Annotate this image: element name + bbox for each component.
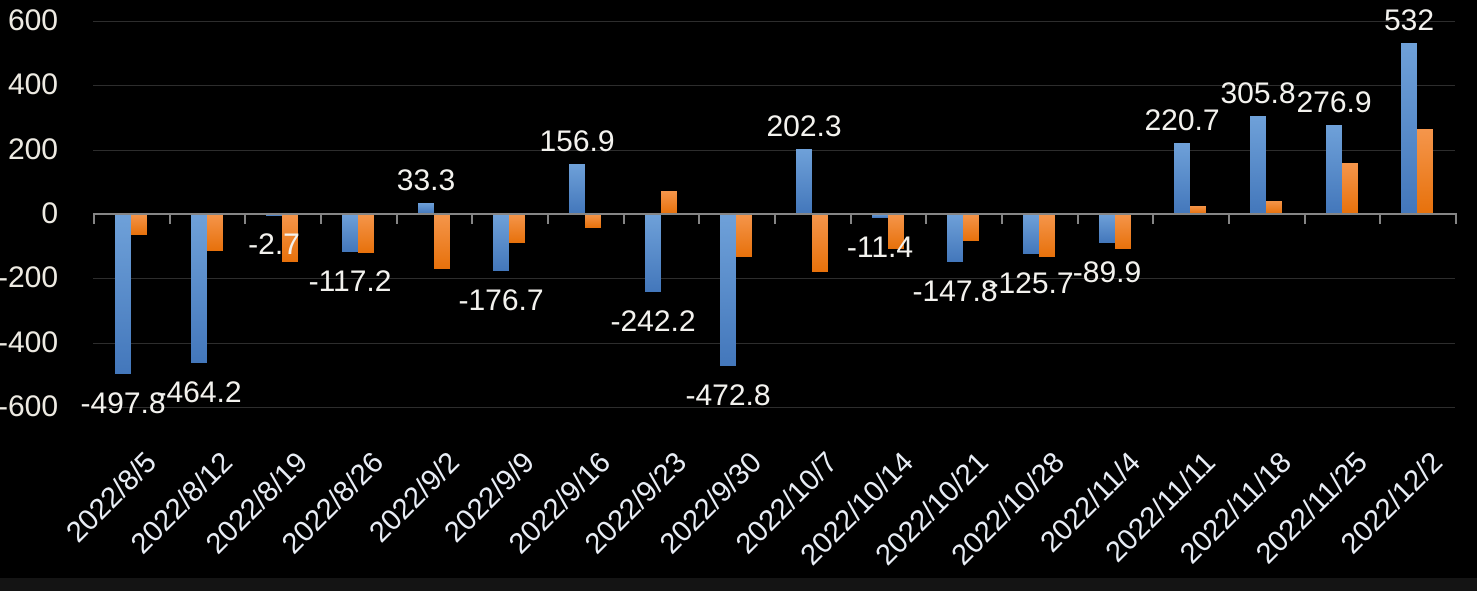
bar-blue-series-17 [1326, 125, 1342, 214]
bar-blue-series-4 [342, 214, 358, 252]
bar-blue-series-1 [115, 214, 131, 374]
axis-tick [925, 215, 927, 224]
bar-blue-series-8 [645, 214, 661, 292]
axis-tick [1379, 215, 1381, 224]
data-label: 220.7 [1144, 104, 1220, 137]
bar-orange-series-16 [1266, 201, 1282, 214]
data-label: -176.7 [458, 284, 544, 317]
bar-orange-series-9 [736, 214, 752, 257]
x-axis-line [93, 213, 1457, 215]
data-label: -2.7 [248, 228, 300, 261]
data-label: -497.8 [80, 387, 166, 420]
bar-blue-series-16 [1250, 116, 1266, 214]
bar-orange-series-5 [434, 214, 450, 269]
bar-blue-series-18 [1401, 43, 1417, 214]
gridline-600 [93, 21, 1455, 22]
axis-tick [1455, 215, 1457, 224]
axis-tick [471, 215, 473, 224]
bar-blue-series-12 [947, 214, 963, 262]
bar-blue-series-11 [872, 214, 888, 218]
y-axis-label: -200 [0, 261, 58, 294]
y-axis-label: -600 [0, 390, 58, 423]
axis-tick [1304, 215, 1306, 224]
data-label: -472.8 [685, 379, 771, 412]
axis-tick [1152, 215, 1154, 224]
data-label: 33.3 [396, 164, 456, 197]
axis-tick [547, 215, 549, 224]
gridline-400 [93, 85, 1455, 86]
bar-blue-series-7 [569, 164, 585, 214]
y-axis-label: -400 [0, 326, 58, 359]
gridline-200 [93, 150, 1455, 151]
data-label: 276.9 [1296, 86, 1372, 119]
y-axis-label: 200 [7, 133, 58, 166]
bottom-edge-strip [0, 578, 1477, 591]
data-label: 532 [1383, 4, 1435, 37]
bar-orange-series-7 [585, 214, 601, 228]
bar-orange-series-10 [812, 214, 828, 272]
x-axis-label: 2022/8/5 [60, 446, 163, 549]
bar-orange-series-2 [207, 214, 223, 251]
bar-orange-series-1 [131, 214, 147, 235]
bar-blue-series-14 [1099, 214, 1115, 243]
data-label: -242.2 [610, 305, 696, 338]
bar-orange-series-15 [1190, 206, 1206, 214]
bar-orange-series-14 [1115, 214, 1131, 249]
bar-blue-series-10 [796, 149, 812, 214]
bar-orange-series-12 [963, 214, 979, 241]
bar-orange-series-4 [358, 214, 374, 253]
bar-blue-series-13 [1023, 214, 1039, 254]
bar-blue-series-2 [191, 214, 207, 363]
data-label: 202.3 [766, 110, 842, 143]
data-label: -117.2 [308, 265, 392, 298]
bar-orange-series-6 [509, 214, 525, 243]
axis-tick [169, 215, 171, 224]
axis-tick [850, 215, 852, 224]
bar-orange-series-11 [888, 214, 904, 249]
axis-tick [396, 215, 398, 224]
gridline--400 [93, 343, 1455, 344]
data-label: -11.4 [846, 231, 914, 264]
bar-blue-series-6 [493, 214, 509, 271]
gridline--200 [93, 278, 1455, 279]
bar-blue-series-5 [418, 203, 434, 214]
axis-tick [1001, 215, 1003, 224]
axis-tick [623, 215, 625, 224]
gridline--600 [93, 407, 1455, 408]
axis-tick [244, 215, 246, 224]
bar-blue-series-9 [720, 214, 736, 366]
axis-tick [1228, 215, 1230, 224]
axis-tick [320, 215, 322, 224]
y-axis-label: 400 [7, 68, 58, 101]
axis-tick [774, 215, 776, 224]
axis-tick [1077, 215, 1079, 224]
data-label: 156.9 [539, 125, 615, 158]
data-label: -464.2 [156, 376, 242, 409]
bar-orange-series-8 [661, 191, 677, 214]
bar-orange-series-3 [282, 214, 298, 262]
bar-orange-series-18 [1417, 129, 1433, 214]
axis-tick [93, 215, 95, 224]
data-label: 305.8 [1220, 77, 1296, 110]
y-axis-label: 0 [41, 197, 58, 230]
bar-blue-series-3 [266, 214, 282, 216]
data-label: -89.9 [1072, 256, 1142, 289]
bar-orange-series-13 [1039, 214, 1055, 257]
bar-orange-series-17 [1342, 163, 1358, 214]
axis-tick [698, 215, 700, 224]
y-axis-label: 600 [7, 4, 58, 37]
bar-blue-series-15 [1174, 143, 1190, 214]
data-label: -125.7 [988, 267, 1074, 300]
data-label: -147.8 [912, 275, 998, 308]
